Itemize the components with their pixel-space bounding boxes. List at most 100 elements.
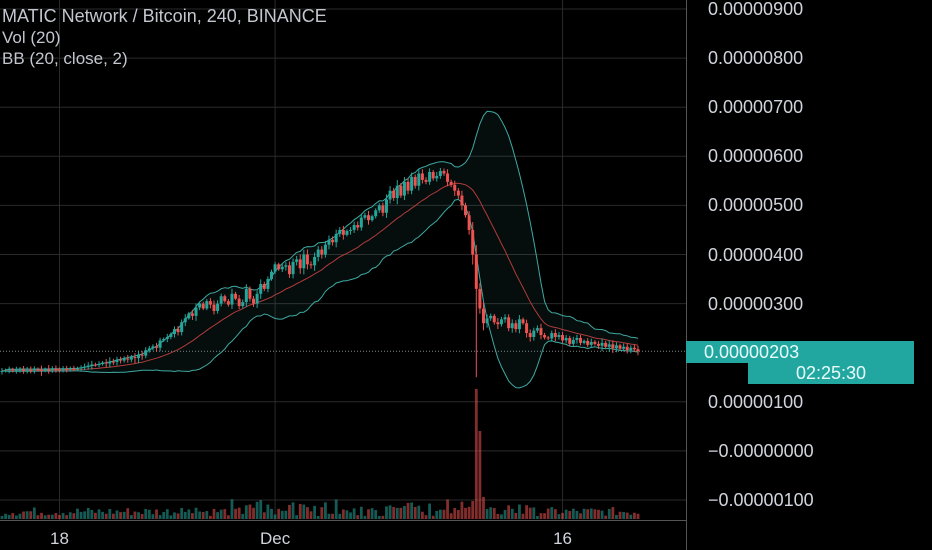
candle-body bbox=[108, 361, 112, 364]
volume-bar bbox=[600, 510, 604, 519]
candle-body bbox=[625, 346, 629, 351]
volume-bar bbox=[237, 507, 241, 519]
volume-bar bbox=[248, 504, 252, 519]
candle-body bbox=[32, 369, 36, 371]
candle-body bbox=[467, 215, 471, 230]
candle-body bbox=[589, 341, 593, 345]
volume-bar bbox=[593, 509, 597, 519]
candle-body bbox=[216, 303, 220, 311]
volume-bar bbox=[32, 507, 36, 519]
candle-body bbox=[614, 345, 618, 349]
volume-bar bbox=[313, 505, 317, 519]
candle-body bbox=[295, 259, 299, 262]
volume-bar bbox=[140, 513, 144, 519]
volume-bar bbox=[539, 513, 543, 519]
volume-bar bbox=[471, 501, 475, 519]
candle-body bbox=[72, 368, 76, 370]
volume-bar bbox=[244, 505, 248, 519]
volume-bar bbox=[147, 509, 151, 519]
candle-body bbox=[442, 171, 446, 174]
candle-body bbox=[305, 254, 309, 265]
volume-bar bbox=[298, 503, 302, 519]
candle-body bbox=[180, 322, 184, 333]
candle-body bbox=[327, 239, 331, 245]
volume-bar bbox=[115, 510, 119, 519]
volume-bar bbox=[76, 508, 79, 519]
volume-bar bbox=[291, 502, 295, 519]
candle-body bbox=[79, 367, 83, 369]
volume-bar bbox=[47, 514, 51, 519]
volume-bar bbox=[309, 511, 313, 519]
volume-bar bbox=[579, 513, 582, 519]
volume-bar bbox=[406, 502, 410, 519]
volume-bar bbox=[474, 389, 478, 519]
volume-bar bbox=[234, 508, 237, 519]
candle-body bbox=[535, 328, 539, 331]
last-price-tag: 0.00000203 bbox=[686, 341, 914, 363]
volume-bar bbox=[255, 501, 259, 519]
candle-body bbox=[316, 249, 320, 257]
candle-body bbox=[244, 288, 248, 303]
candle-body bbox=[43, 369, 47, 371]
volume-bar bbox=[219, 509, 223, 519]
candle-body bbox=[115, 359, 119, 363]
volume-bar bbox=[54, 513, 58, 519]
volume-bar bbox=[94, 512, 97, 519]
volume-bar bbox=[137, 512, 140, 519]
candle-body bbox=[144, 350, 148, 356]
volume-bar bbox=[334, 499, 338, 519]
candle-body bbox=[568, 337, 572, 344]
volume-bar bbox=[607, 508, 611, 519]
candle-body bbox=[456, 190, 460, 196]
candle-body bbox=[97, 363, 101, 365]
candle-body bbox=[104, 362, 108, 364]
candle-body bbox=[4, 370, 8, 372]
volume-bar bbox=[180, 507, 184, 519]
candle-body bbox=[162, 338, 166, 341]
candle-body bbox=[248, 288, 252, 299]
volume-bar bbox=[22, 511, 25, 519]
candle-body bbox=[219, 296, 223, 304]
candle-body bbox=[205, 301, 209, 309]
candle-body bbox=[320, 249, 324, 255]
volume-bar bbox=[428, 503, 431, 519]
volume-bar bbox=[36, 515, 40, 519]
volume-bar bbox=[629, 514, 633, 519]
bb-lower-band bbox=[1, 198, 639, 389]
chart-grid bbox=[0, 0, 686, 520]
candle-body bbox=[93, 364, 97, 366]
volume-bar bbox=[173, 512, 176, 519]
candle-body bbox=[557, 335, 561, 337]
volume-bar bbox=[83, 511, 87, 519]
candle-body bbox=[47, 369, 51, 371]
bollinger-indicator-label[interactable]: BB (20, close, 2) bbox=[2, 49, 128, 68]
volume-bar bbox=[126, 508, 130, 519]
volume-bar bbox=[421, 511, 424, 519]
candle-body bbox=[413, 176, 417, 186]
volume-bar bbox=[410, 502, 414, 519]
volume-bar bbox=[503, 509, 507, 519]
volume-bar bbox=[90, 509, 94, 519]
candle-body bbox=[618, 345, 622, 349]
candle-body bbox=[464, 205, 468, 216]
volume-indicator-label[interactable]: Vol (20) bbox=[2, 28, 61, 47]
volume-bar bbox=[252, 507, 255, 519]
volume-bar bbox=[191, 513, 194, 519]
volume-bar bbox=[363, 515, 367, 519]
candle-body bbox=[86, 365, 90, 367]
volume-bar bbox=[79, 511, 83, 519]
symbol-title[interactable]: MATIC Network / Bitcoin, 240, BINANCE bbox=[2, 6, 327, 26]
axes-overlay bbox=[0, 0, 687, 550]
candle-body bbox=[83, 366, 87, 368]
volume-bar bbox=[320, 507, 324, 519]
volume-bar bbox=[550, 507, 554, 519]
chart-legend: MATIC Network / Bitcoin, 240, BINANCE Vo… bbox=[2, 6, 327, 69]
volume-bar bbox=[464, 507, 467, 519]
candle-body bbox=[503, 317, 507, 320]
volume-bar bbox=[349, 512, 352, 519]
volume-bar bbox=[43, 515, 47, 519]
volume-bar bbox=[518, 504, 521, 519]
volume-bar bbox=[198, 511, 202, 519]
volume-bar bbox=[40, 512, 43, 519]
